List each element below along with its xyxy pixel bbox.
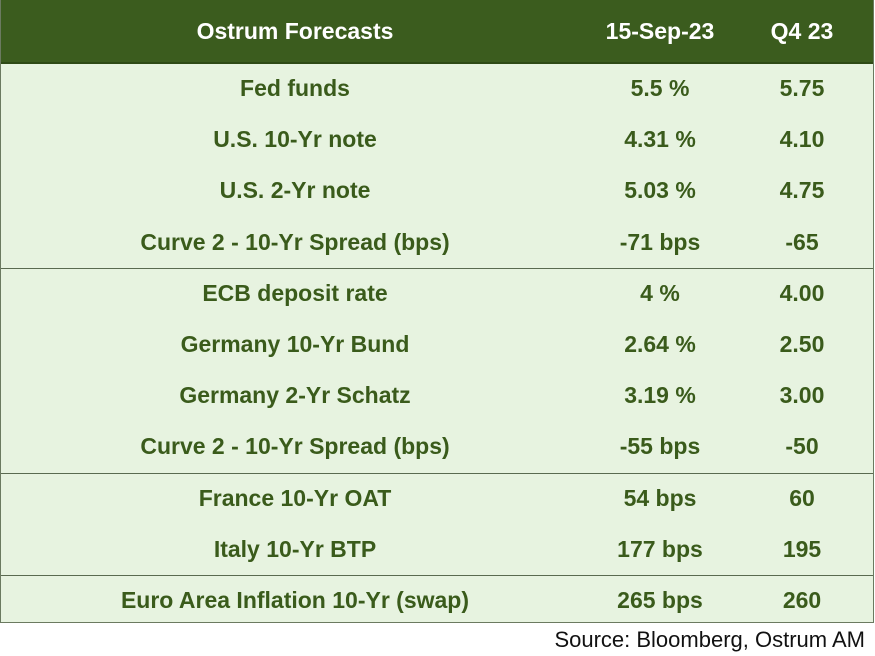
row-current-value: 4 % xyxy=(640,279,680,306)
table-row: Italy 10-Yr BTP 177 bps 195 xyxy=(0,524,874,575)
row-forecast-value: -65 xyxy=(785,228,819,255)
row-label: U.S. 10-Yr note xyxy=(213,126,377,153)
header-cell-label: Ostrum Forecasts xyxy=(196,18,394,44)
table-border-right xyxy=(873,0,874,623)
row-current-value: 177 bps xyxy=(617,535,703,562)
table-row: Germany 2-Yr Schatz 3.19 % 3.00 xyxy=(0,370,874,421)
row-label: Germany 10-Yr Bund xyxy=(180,331,410,357)
row-label: France 10-Yr OAT xyxy=(198,484,392,511)
row-forecast-value: 3.00 xyxy=(779,382,825,409)
table-border-bottom xyxy=(0,622,874,623)
row-forecast-value: -50 xyxy=(785,433,819,460)
row-current-value: 2.64 % xyxy=(624,331,696,357)
table-row: U.S. 2-Yr note 5.03 % 4.75 xyxy=(0,165,874,216)
row-current-value: 5.03 % xyxy=(624,177,696,204)
source-note: Source: Bloomberg, Ostrum AM xyxy=(554,627,865,652)
table-header: Ostrum Forecasts 15-Sep-23 Q4 23 xyxy=(0,0,874,64)
row-forecast-value: 4.00 xyxy=(779,279,825,306)
row-forecast-value: 4.75 xyxy=(779,177,825,204)
group-separator xyxy=(0,472,874,474)
table-row: ECB deposit rate 4 % 4.00 xyxy=(0,268,874,319)
row-label: Curve 2 - 10-Yr Spread (bps) xyxy=(140,433,450,460)
row-current-value: -71 bps xyxy=(619,228,701,255)
row-label: Fed funds xyxy=(240,75,350,101)
row-current-value: 265 bps xyxy=(617,587,703,613)
row-forecast-value: 60 xyxy=(789,484,815,511)
row-label: ECB deposit rate xyxy=(202,279,388,306)
table-row: Germany 10-Yr Bund 2.64 % 2.50 xyxy=(0,319,874,370)
row-label: Germany 2-Yr Schatz xyxy=(179,382,411,409)
row-current-value: 3.19 % xyxy=(624,382,696,409)
row-forecast-value: 195 xyxy=(782,535,822,562)
table-row: Curve 2 - 10-Yr Spread (bps) -71 bps -65 xyxy=(0,217,874,268)
row-current-value: 4.31 % xyxy=(624,126,696,153)
row-label: U.S. 2-Yr note xyxy=(219,177,371,204)
row-label: Italy 10-Yr BTP xyxy=(213,535,377,562)
row-label: Curve 2 - 10-Yr Spread (bps) xyxy=(140,228,450,255)
row-current-value: -55 bps xyxy=(619,433,701,460)
table-row: U.S. 10-Yr note 4.31 % 4.10 xyxy=(0,114,874,165)
row-forecast-value: 260 xyxy=(782,587,822,613)
row-label: Euro Area Inflation 10-Yr (swap) xyxy=(120,587,470,613)
row-current-value: 5.5 % xyxy=(630,75,690,101)
group-separator xyxy=(0,267,874,269)
row-forecast-value: 4.10 xyxy=(779,126,825,153)
group-separator xyxy=(0,575,874,576)
row-current-value: 54 bps xyxy=(623,484,697,511)
table-row: Fed funds 5.5 % 5.75 xyxy=(0,63,874,114)
header-cell-quarter: Q4 23 xyxy=(770,18,834,44)
table-border-left xyxy=(0,0,1,623)
table-row: Euro Area Inflation 10-Yr (swap) 265 bps 2… xyxy=(0,575,874,626)
table-row: Curve 2 - 10-Yr Spread (bps) -55 bps -50 xyxy=(0,421,874,472)
header-cell-date: 15-Sep-23 xyxy=(605,18,715,44)
forecast-table: Ostrum Forecasts 15-Sep-23 Q4 23 Fed fun… xyxy=(0,0,874,623)
row-forecast-value: 5.75 xyxy=(779,75,825,101)
table-row: France 10-Yr OAT 54 bps 60 xyxy=(0,473,874,524)
row-forecast-value: 2.50 xyxy=(779,331,825,357)
